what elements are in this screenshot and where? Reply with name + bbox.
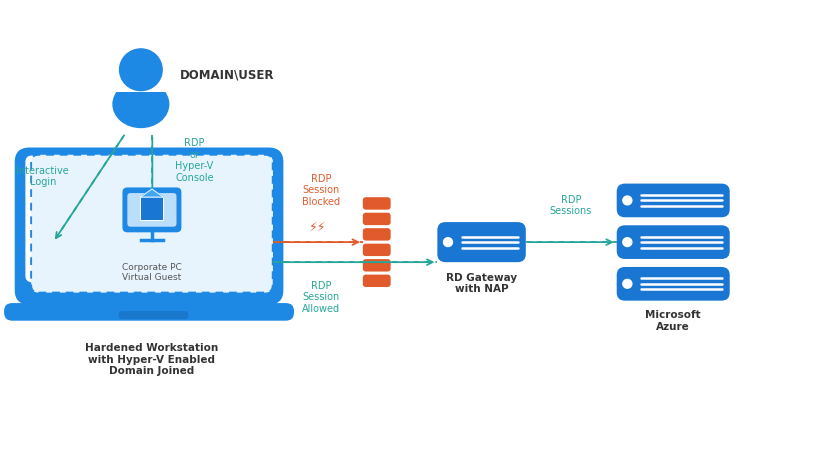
Text: RD Gateway
with NAP: RD Gateway with NAP bbox=[446, 272, 517, 294]
FancyBboxPatch shape bbox=[363, 244, 391, 256]
FancyBboxPatch shape bbox=[25, 155, 273, 282]
Text: RDP
Sessions: RDP Sessions bbox=[550, 195, 592, 217]
FancyBboxPatch shape bbox=[437, 222, 526, 262]
FancyBboxPatch shape bbox=[617, 184, 730, 217]
FancyBboxPatch shape bbox=[111, 56, 170, 92]
Text: DOMAIN\USER: DOMAIN\USER bbox=[180, 68, 274, 81]
FancyBboxPatch shape bbox=[123, 187, 182, 232]
Circle shape bbox=[443, 238, 452, 246]
FancyBboxPatch shape bbox=[363, 197, 391, 210]
FancyBboxPatch shape bbox=[141, 197, 164, 219]
Text: RDP
Session
Blocked: RDP Session Blocked bbox=[302, 173, 340, 207]
Text: Microsoft
Azure: Microsoft Azure bbox=[645, 310, 701, 332]
Circle shape bbox=[623, 238, 632, 246]
FancyBboxPatch shape bbox=[363, 213, 391, 225]
FancyBboxPatch shape bbox=[15, 147, 283, 305]
FancyBboxPatch shape bbox=[617, 267, 730, 301]
FancyBboxPatch shape bbox=[363, 275, 391, 287]
Text: Corporate PC
Virtual Guest: Corporate PC Virtual Guest bbox=[122, 263, 182, 282]
Text: RDP
or
Hyper-V
Console: RDP or Hyper-V Console bbox=[175, 138, 214, 183]
Circle shape bbox=[623, 196, 632, 205]
Circle shape bbox=[120, 49, 162, 91]
Text: Hardened Workstation
with Hyper-V Enabled
Domain Joined: Hardened Workstation with Hyper-V Enable… bbox=[85, 343, 218, 376]
Polygon shape bbox=[141, 189, 164, 197]
FancyBboxPatch shape bbox=[119, 311, 188, 319]
Circle shape bbox=[623, 279, 632, 288]
FancyBboxPatch shape bbox=[31, 155, 273, 292]
Ellipse shape bbox=[113, 81, 169, 127]
FancyBboxPatch shape bbox=[363, 259, 391, 272]
FancyBboxPatch shape bbox=[128, 193, 177, 227]
Text: Interactive
Login: Interactive Login bbox=[16, 166, 69, 187]
Text: ⚡⚡: ⚡⚡ bbox=[309, 221, 327, 234]
Text: RDP
Session
Allowed: RDP Session Allowed bbox=[302, 280, 340, 314]
FancyBboxPatch shape bbox=[617, 225, 730, 259]
FancyBboxPatch shape bbox=[4, 303, 294, 321]
FancyBboxPatch shape bbox=[363, 228, 391, 240]
